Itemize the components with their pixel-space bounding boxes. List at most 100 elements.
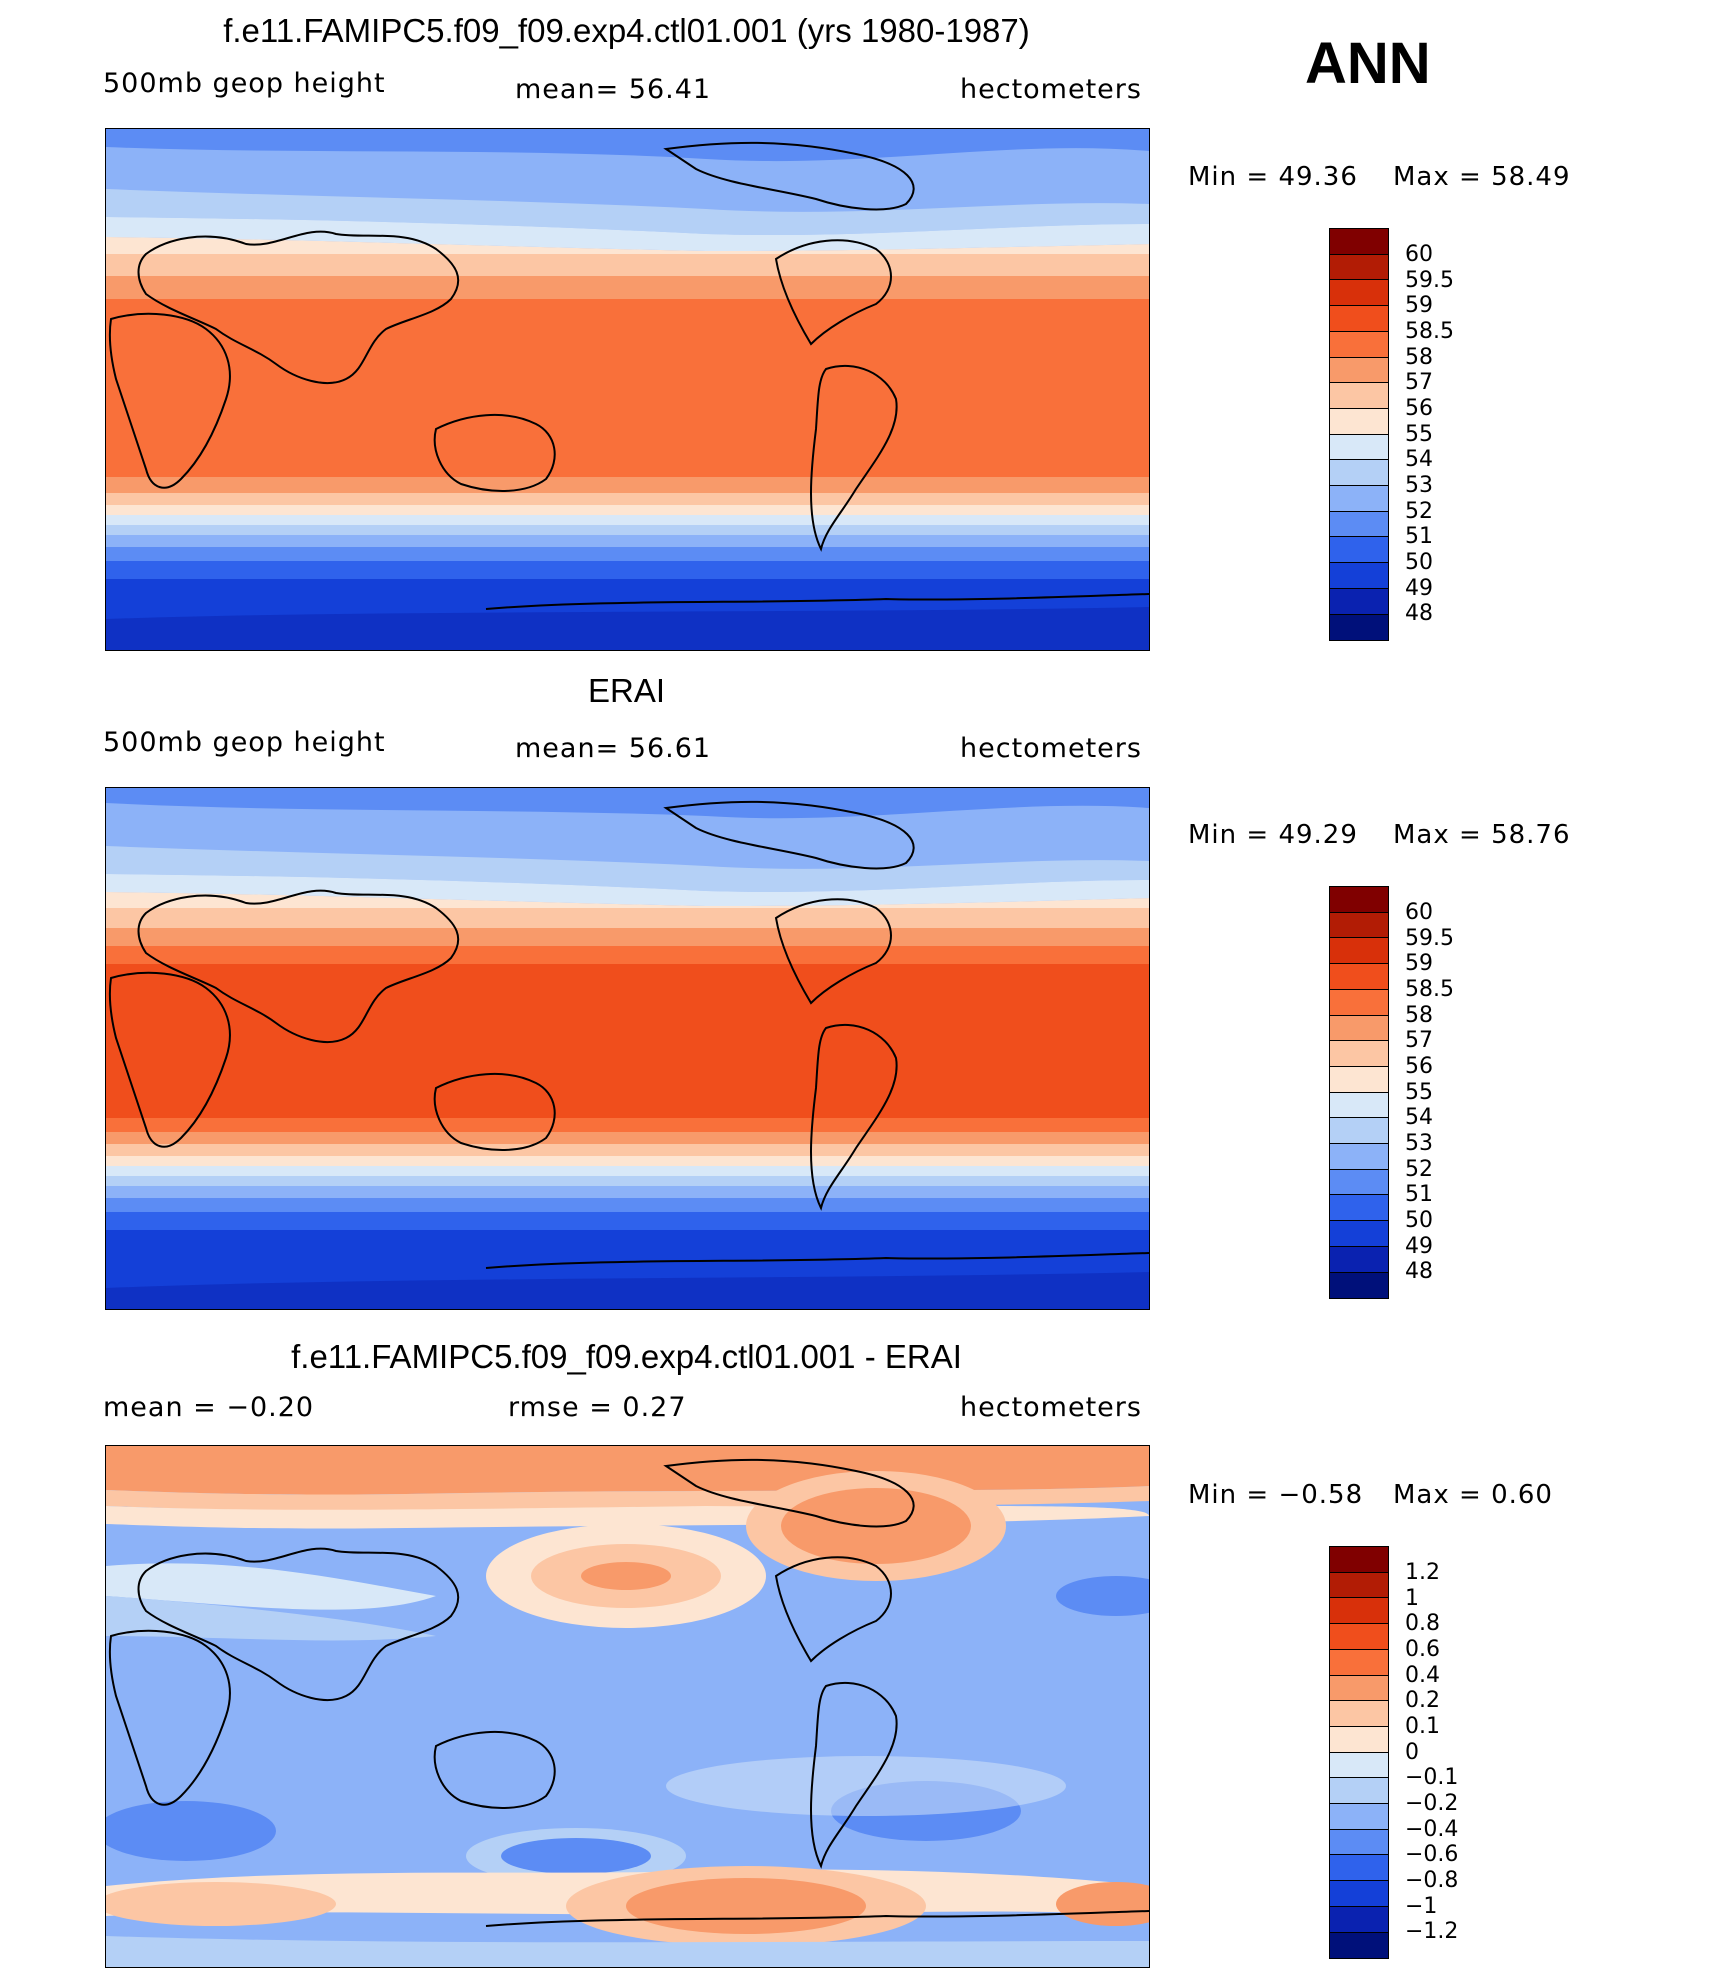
panel2-colorbar: 60 59.5 59 58.5 58 57 56 55 54 53 52 51 … — [1329, 886, 1454, 1299]
band — [106, 477, 1149, 495]
band — [106, 547, 1149, 563]
band — [106, 276, 1149, 301]
band — [106, 515, 1149, 527]
colorbar-swatch — [1329, 1777, 1389, 1805]
colorbar-label: 0.1 — [1405, 1714, 1440, 1739]
band — [106, 217, 1149, 251]
colorbar-swatch — [1329, 1546, 1389, 1573]
colorbar-label: 1.2 — [1405, 1560, 1440, 1585]
colorbar-swatch — [1329, 1905, 1389, 1933]
colorbar-swatch — [1329, 1648, 1389, 1676]
coast — [810, 1681, 898, 1869]
coast — [108, 971, 231, 1148]
colorbar-swatch — [1329, 485, 1389, 512]
colorbar-swatch — [1329, 937, 1389, 965]
colorbar-swatch — [1329, 459, 1389, 487]
colorbar-swatch — [1329, 988, 1389, 1016]
colorbar-label: 54 — [1405, 447, 1433, 472]
colorbar-swatch — [1329, 1014, 1389, 1042]
colorbar-swatch — [1329, 407, 1389, 435]
panel1-map — [105, 128, 1150, 651]
band — [106, 846, 1149, 892]
colorbar-swatch — [1329, 279, 1389, 307]
colorbar-label: −0.1 — [1405, 1765, 1459, 1790]
colorbar-label: 48 — [1405, 1259, 1433, 1284]
band — [106, 874, 1149, 906]
colorbar-swatch — [1329, 356, 1389, 384]
colorbar-swatch — [1329, 382, 1389, 410]
colorbar-swatch — [1329, 1803, 1389, 1830]
colorbar-label: 0.6 — [1405, 1637, 1440, 1662]
coast — [774, 1556, 892, 1663]
coastlines — [108, 800, 1149, 1269]
colorbar-swatch — [1329, 1597, 1389, 1625]
band — [106, 1801, 276, 1861]
colorbar-label: −1.2 — [1405, 1919, 1459, 1944]
panel3-min: Min = −0.58 — [1188, 1480, 1364, 1510]
colorbar-swatch — [1329, 1931, 1389, 1959]
band — [106, 1446, 1149, 1495]
panel2-left-label: 500mb geop height — [103, 727, 386, 758]
colorbar-swatch — [1329, 1828, 1389, 1856]
panel2-map — [105, 787, 1150, 1310]
band — [106, 928, 1149, 948]
colorbar-label: 57 — [1405, 1028, 1433, 1053]
coast — [810, 1023, 898, 1211]
panel2-min: Min = 49.29 — [1188, 820, 1358, 850]
panel1-left-label: 500mb geop height — [103, 68, 386, 99]
band — [106, 561, 1149, 581]
band — [106, 535, 1149, 549]
colorbar-label: −1 — [1405, 1894, 1438, 1919]
colorbar-swatch — [1329, 1571, 1389, 1599]
colorbar-label: 60 — [1405, 242, 1433, 267]
colorbar-label: 51 — [1405, 1182, 1433, 1207]
coast — [810, 364, 898, 552]
band — [106, 1186, 1149, 1200]
band — [106, 892, 1149, 913]
panel1-mean-label: mean= 56.41 — [515, 74, 712, 105]
panel1-max: Max = 58.49 — [1393, 162, 1571, 192]
colorbar-swatch — [1329, 228, 1389, 255]
coast — [485, 593, 1149, 610]
colorbar-label: 58 — [1405, 1003, 1433, 1028]
band — [106, 1936, 1149, 1967]
band — [1056, 1576, 1149, 1616]
colorbar-swatch — [1329, 1271, 1389, 1299]
colorbar-swatch — [1329, 1751, 1389, 1779]
colorbar-swatch — [1329, 1674, 1389, 1702]
panel3-colorbar: 1.2 1 0.8 0.6 0.4 0.2 0.1 0 −0.1 −0.2 −0… — [1329, 1546, 1458, 1959]
panel3-map — [105, 1445, 1150, 1968]
band — [106, 1596, 436, 1641]
coast — [774, 898, 892, 1005]
colorbar-label: −0.2 — [1405, 1791, 1459, 1816]
colorbar-swatch — [1329, 1854, 1389, 1882]
band — [106, 1563, 436, 1610]
panel3-units: hectometers — [960, 1392, 1142, 1423]
band — [106, 964, 1149, 1120]
colorbar-swatch — [1329, 886, 1389, 913]
panel3-max: Max = 0.60 — [1393, 1480, 1553, 1510]
colorbar-swatch — [1329, 587, 1389, 615]
band — [106, 505, 1149, 517]
band — [106, 1176, 1149, 1188]
colorbar-label: 59.5 — [1405, 926, 1454, 951]
band — [106, 908, 1149, 930]
colorbar-label: 55 — [1405, 422, 1433, 447]
panel2-units: hectometers — [960, 733, 1142, 764]
panel2-mean-label: mean= 56.61 — [515, 733, 712, 764]
colorbar-label: 0.2 — [1405, 1688, 1440, 1713]
colorbar-swatch — [1329, 1245, 1389, 1273]
colorbar-label: 0 — [1405, 1740, 1419, 1765]
colorbar-label: 59 — [1405, 293, 1433, 318]
colorbar-swatch — [1329, 911, 1389, 939]
colorbar-label: 58 — [1405, 345, 1433, 370]
coast — [433, 1073, 556, 1151]
colorbar-swatch — [1329, 1220, 1389, 1248]
colorbar-label: 50 — [1405, 1208, 1433, 1233]
colorbar-label: 54 — [1405, 1105, 1433, 1130]
coast — [137, 230, 460, 384]
colorbar-label: −0.8 — [1405, 1868, 1459, 1893]
band — [106, 1166, 1149, 1178]
colorbar-label: 56 — [1405, 1054, 1433, 1079]
season-label: ANN — [1305, 31, 1431, 96]
